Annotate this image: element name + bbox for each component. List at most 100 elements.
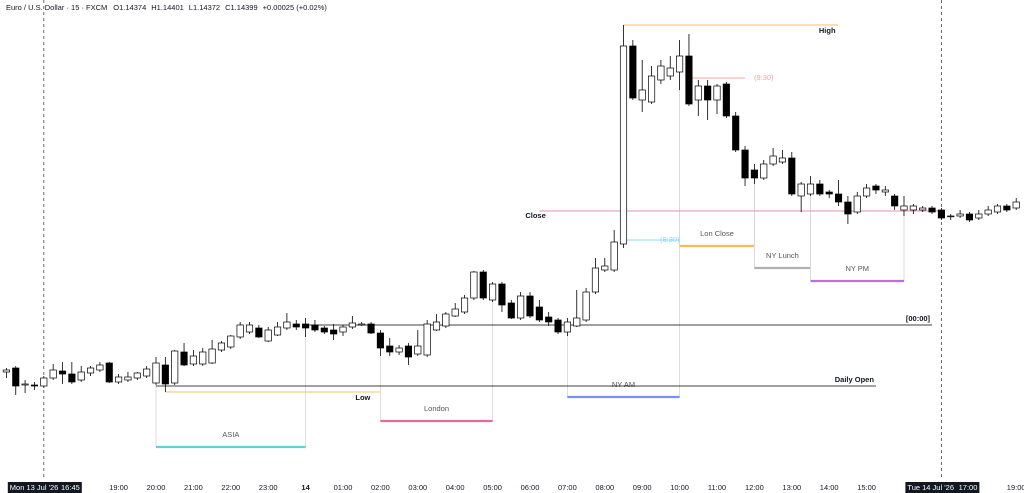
candle-body — [704, 85, 712, 101]
candle-body — [535, 306, 543, 321]
session-label: London — [424, 404, 449, 413]
candle-body — [330, 329, 338, 335]
x-tick-label: 08:00 — [595, 483, 614, 492]
candle-body — [853, 195, 861, 213]
cursor-bg — [7, 482, 82, 493]
x-tick-label: 23:00 — [259, 483, 278, 492]
candle-body — [404, 345, 413, 358]
session-label: NY PM — [845, 264, 869, 273]
candle-body — [769, 155, 777, 165]
ohlc-value: 1.14372 — [193, 3, 220, 12]
candle-body — [554, 319, 562, 333]
x-tick-label: 02:00 — [371, 483, 390, 492]
ohlc-legend: O 1.14374 H 1.14401 L 1.14372 C 1.14399 +0.00025… — [113, 3, 327, 12]
candle-body — [274, 326, 282, 336]
candle-body — [171, 350, 179, 384]
candle-body — [741, 149, 749, 179]
candle-body — [760, 163, 768, 179]
x-tick-label: 12:00 — [745, 483, 764, 492]
session-label: NY AM — [612, 380, 635, 389]
x-tick-label: 07:00 — [558, 483, 577, 492]
cursor-box: Mon 13 Jul '26 16:45 — [7, 482, 82, 493]
candle-body — [161, 364, 169, 385]
cursor-time: 17:00 — [959, 483, 978, 492]
ohlc-value: 1.14374 — [119, 3, 146, 12]
candle-body — [302, 323, 310, 329]
candle-body — [965, 213, 974, 221]
candle-body — [2, 369, 10, 373]
x-tick-label: 13:00 — [782, 483, 801, 492]
candle-body — [937, 209, 945, 219]
candle-body — [245, 324, 254, 333]
ohlc-key: H — [151, 3, 156, 12]
candle-body — [358, 323, 366, 326]
level-label: (8:30) — [660, 235, 680, 244]
candle-body — [526, 295, 534, 317]
candle-body — [208, 348, 216, 364]
candle-body — [189, 355, 197, 365]
candle-body — [498, 283, 506, 306]
x-tick-label: 19:00 — [1007, 483, 1024, 492]
candle-body — [582, 291, 590, 321]
level-label: (9:30) — [754, 73, 774, 82]
candle-body — [713, 85, 721, 101]
candle-body — [797, 183, 805, 197]
candle-body — [348, 322, 356, 328]
level-label: Close — [525, 211, 545, 220]
x-tick-label: 05:00 — [483, 483, 502, 492]
ohlc-value: 1.14399 — [231, 3, 258, 12]
candle-body — [30, 384, 39, 387]
x-tick-label: 06:00 — [521, 483, 540, 492]
candle-body — [900, 205, 908, 211]
candle-body — [601, 265, 609, 271]
candle-body — [339, 326, 347, 333]
candle-body — [12, 367, 20, 387]
cursor-box: Tue 14 Jul '26 17:00 — [905, 482, 980, 493]
x-tick-label: 11:00 — [708, 483, 726, 492]
candle-body — [395, 347, 403, 353]
change: +0.00025 (+0.02%) — [263, 3, 328, 12]
candle-body — [1012, 201, 1020, 209]
candle-body — [657, 65, 665, 81]
candle-body — [115, 376, 123, 383]
candle-body — [993, 205, 1002, 213]
candle-body — [152, 362, 160, 384]
candle-body — [1003, 205, 1011, 211]
candle-body — [638, 89, 646, 101]
x-tick-label: 09:00 — [633, 483, 652, 492]
candle-body — [806, 183, 815, 195]
candle-body — [909, 205, 917, 211]
candle-body — [647, 75, 656, 103]
ohlc-key: C — [225, 3, 231, 12]
candle-body — [58, 370, 67, 375]
candle-body — [292, 323, 300, 328]
candle-body — [451, 308, 459, 317]
candle-body — [928, 207, 936, 213]
candle-body — [376, 332, 384, 349]
candle-body — [414, 345, 422, 355]
candle-body — [489, 283, 497, 301]
candle-body — [96, 364, 104, 371]
x-tick-label: 14 — [301, 483, 310, 492]
candle-body — [124, 376, 132, 381]
candle-body — [825, 191, 833, 195]
ohlc-key: L — [189, 3, 193, 12]
session-label: NY Lunch — [766, 251, 799, 260]
candle-body — [367, 323, 375, 334]
candle-body — [834, 193, 843, 203]
candle-body — [461, 297, 469, 313]
candle-body — [227, 335, 235, 348]
candle-body — [133, 372, 141, 379]
candle-body — [236, 324, 244, 338]
session-label: ASIA — [222, 430, 239, 439]
candle-body — [573, 317, 581, 327]
candle-body — [816, 183, 824, 195]
candle-body — [479, 271, 487, 299]
candle-body — [517, 295, 525, 319]
candle-body — [872, 185, 880, 191]
candle-body — [386, 345, 394, 353]
candle-body — [423, 323, 431, 356]
candle-body — [143, 368, 151, 377]
x-tick-label: 19:00 — [109, 483, 128, 492]
